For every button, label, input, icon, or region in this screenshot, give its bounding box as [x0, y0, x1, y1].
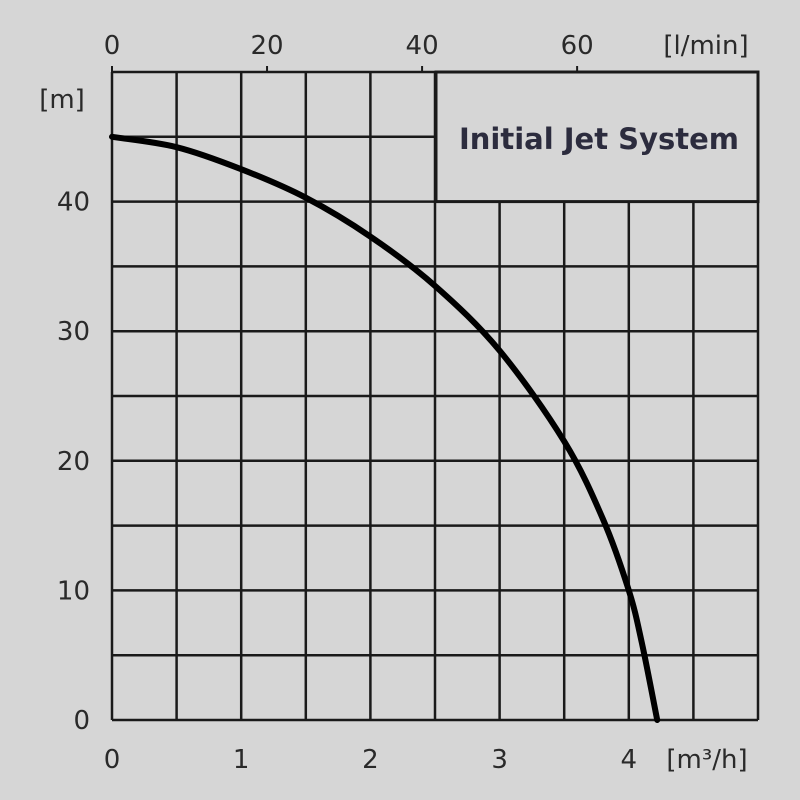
x-tick-label: 2	[362, 745, 379, 775]
x2-tick-label: 20	[250, 31, 283, 61]
y-tick-label: 10	[57, 576, 90, 606]
title-box	[434, 70, 760, 204]
x2-tick-label: 40	[406, 31, 439, 61]
y-tick-label: 40	[57, 188, 90, 218]
x-tick-label: 1	[233, 745, 250, 775]
x-tick-label: 0	[104, 745, 121, 775]
y-tick-label: 20	[57, 447, 90, 477]
x2-tick-label: 0	[104, 31, 121, 61]
x-tick-label: 3	[491, 745, 508, 775]
x-axis-unit: [m³/h]	[666, 745, 747, 775]
y-tick-label: 0	[73, 706, 90, 736]
y-axis-unit: [m]	[39, 85, 85, 115]
series-line	[109, 133, 661, 723]
x-tick-label: 4	[621, 745, 638, 775]
chart-title: Initial Jet System	[459, 122, 739, 156]
y-tick-label: 30	[57, 317, 90, 347]
x2-tick-label: 60	[561, 31, 594, 61]
top-axis-unit: [l/min]	[663, 31, 748, 61]
